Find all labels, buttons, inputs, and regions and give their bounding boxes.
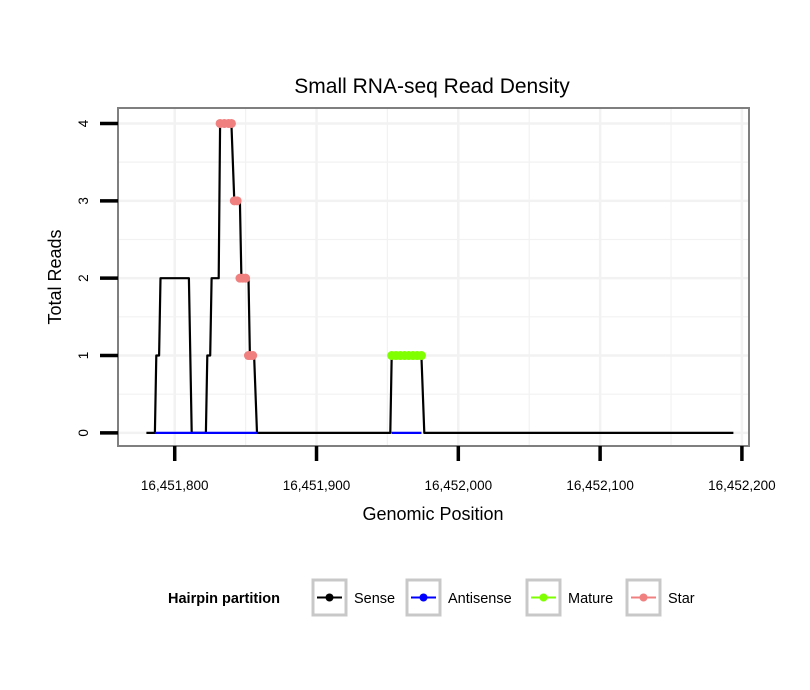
- y-tick-label: 1: [76, 352, 91, 360]
- axes: 16,451,800 16,451,900 16,452,000 16,452,100…: [76, 119, 776, 493]
- legend: Hairpin partition Sense Antisense Mature St…: [168, 578, 695, 617]
- legend-label-sense: Sense: [354, 591, 395, 607]
- legend-label-star: Star: [668, 591, 695, 607]
- x-tick-label: 16,451,900: [283, 478, 351, 493]
- star-point: [232, 196, 242, 206]
- mature-point: [416, 351, 426, 361]
- star-point: [226, 118, 236, 128]
- x-axis-label: Genomic Position: [362, 504, 503, 524]
- chart-title: Small RNA-seq Read Density: [294, 75, 570, 98]
- y-tick-label: 0: [76, 429, 91, 437]
- legend-swatch-point: [639, 593, 648, 602]
- star-point: [248, 351, 258, 361]
- y-tick-label: 3: [76, 197, 91, 205]
- legend-swatch-point: [539, 593, 548, 602]
- x-tick-label: 16,452,000: [425, 478, 493, 493]
- x-tick-label: 16,451,800: [141, 478, 209, 493]
- series-layer: [146, 118, 734, 434]
- y-axis-label: Total Reads: [45, 229, 65, 324]
- legend-label-antisense: Antisense: [448, 591, 512, 607]
- legend-swatch-point: [325, 593, 334, 602]
- y-tick-label: 2: [76, 274, 91, 282]
- x-tick-label: 16,452,200: [708, 478, 776, 493]
- legend-label-mature: Mature: [568, 591, 613, 607]
- legend-swatch-point: [419, 593, 428, 602]
- star-point: [241, 273, 251, 283]
- legend-title: Hairpin partition: [168, 591, 280, 607]
- x-tick-label: 16,452,100: [566, 478, 634, 493]
- y-tick-label: 4: [76, 119, 91, 127]
